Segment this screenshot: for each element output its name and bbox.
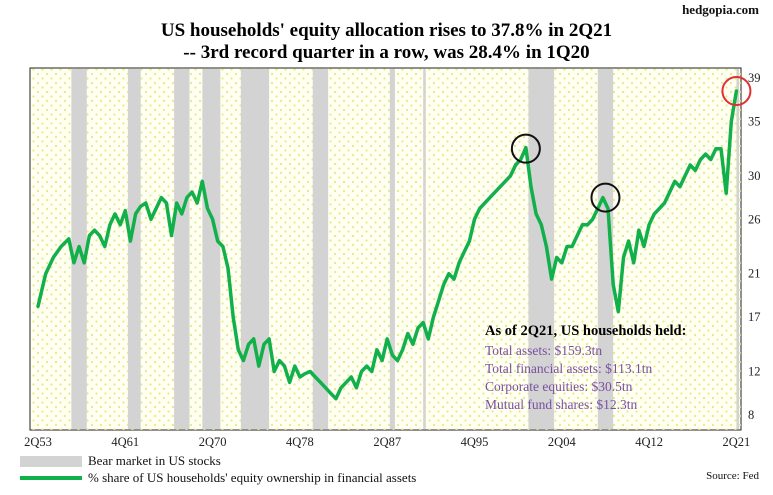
y-tick-label-2: 17: [748, 310, 761, 324]
x-tick-label-8: 2Q21: [723, 435, 751, 449]
highlight-circle-2: [721, 76, 752, 107]
annotation-financial-assets: Total financial assets: $113.1tn: [485, 361, 653, 376]
legend-bear-swatch: [20, 455, 82, 467]
legend-bear-label: Bear market in US stocks: [88, 453, 221, 468]
legend-line-swatch: [20, 476, 82, 480]
legend-bear: Bear market in US stocks: [20, 453, 221, 469]
annotation-total-assets: Total assets: $159.3tn: [485, 343, 602, 358]
bear-market-band-9: [597, 69, 614, 429]
plot-background-pattern: [30, 68, 741, 430]
bear-market-band-7: [423, 69, 426, 429]
x-tick-label-6: 2Q04: [548, 435, 577, 449]
x-tick-label-5: 4Q95: [461, 435, 489, 449]
bear-market-band-3: [202, 69, 221, 429]
x-tick-label-4: 2Q87: [373, 435, 401, 449]
highlight-circle-1: [590, 182, 621, 213]
legend-line-label: % share of US households' equity ownersh…: [88, 470, 417, 485]
bear-market-band-5: [312, 69, 329, 429]
bear-market-band-6: [389, 69, 395, 429]
highlight-circle-0: [510, 133, 541, 164]
y-tick-label-4: 26: [748, 212, 761, 226]
chart-title-line-2: -- 3rd record quarter in a row, was 28.4…: [183, 42, 590, 63]
y-tick-label-7: 39: [748, 71, 761, 85]
bear-market-band-8: [528, 69, 555, 429]
equity-share-line: [36, 89, 739, 401]
x-tick-label-0: 2Q53: [24, 435, 52, 449]
y-tick-label-6: 35: [748, 114, 761, 128]
brand-watermark: hedgopia.com: [682, 2, 759, 17]
y-tick-label-5: 30: [748, 169, 761, 183]
y-tick-label-1: 12: [748, 365, 761, 379]
x-tick-label-7: 4Q12: [635, 435, 663, 449]
chart-title-line-1: US households' equity allocation rises t…: [160, 20, 613, 41]
bear-market-band-1: [127, 69, 141, 429]
source-note: Source: Fed: [706, 470, 759, 482]
annotation-heading: As of 2Q21, US households held:: [485, 323, 686, 339]
annotation-corporate-equities: Corporate equities: $30.5tn: [485, 379, 633, 394]
annotation-mutual-fund-shares: Mutual fund shares: $12.3tn: [485, 397, 637, 412]
legend-line: % share of US households' equity ownersh…: [20, 470, 416, 486]
y-tick-label-0: 8: [748, 408, 754, 422]
x-tick-label-2: 2Q70: [199, 435, 227, 449]
y-tick-label-3: 21: [748, 267, 761, 281]
bear-market-band-4: [240, 69, 270, 429]
x-tick-label-3: 4Q78: [286, 435, 314, 449]
x-tick-label-1: 4Q61: [111, 435, 139, 449]
bear-market-band-2: [174, 69, 190, 429]
bear-market-band-10: [736, 69, 739, 429]
